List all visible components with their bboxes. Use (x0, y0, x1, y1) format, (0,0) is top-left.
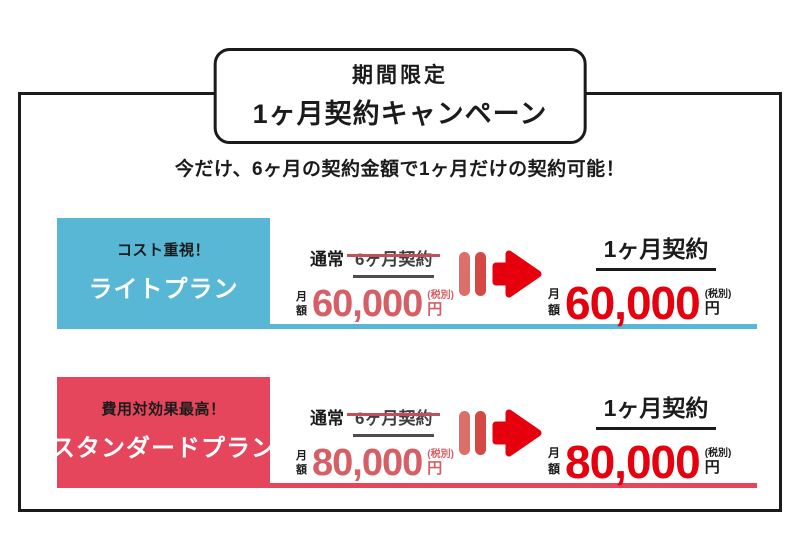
tax-unit-block: (税別) 円 (427, 449, 454, 478)
regular-label: 通常 (310, 250, 344, 269)
tax-note: (税別) (427, 289, 454, 301)
yen-unit: 円 (427, 301, 443, 319)
tax-note: (税別) (704, 288, 732, 300)
regular-offer: 通常 6ヶ月契約 月額 60,000 (税別) 円 (296, 245, 454, 323)
plan-name: ライトプラン (88, 275, 239, 303)
regular-term-strikethrough: 6ヶ月契約 (346, 404, 441, 437)
plan-tagline: 費用対効果最高！ (101, 400, 226, 418)
yen-unit: 円 (704, 300, 720, 318)
tax-unit-block: (税別) 円 (705, 448, 732, 477)
tax-note: (税別) (704, 447, 732, 459)
tax-unit-block: (税別) 円 (427, 290, 454, 319)
campaign-title-line1: 期間限定 (351, 64, 448, 87)
regular-term-line: 通常 6ヶ月契約 (296, 245, 454, 278)
yen-unit: 円 (427, 460, 443, 478)
campaign-offer: 1ヶ月契約 月額 80,000 (税別) 円 (548, 389, 764, 485)
plan-tagline: コスト重視！ (116, 241, 210, 259)
per-month-label: 月額 (548, 446, 561, 476)
regular-term-line: 通常 6ヶ月契約 (296, 404, 454, 437)
per-month-label: 月額 (548, 287, 561, 317)
campaign-title-line2: 1ヶ月契約キャンペーン (252, 99, 548, 129)
campaign-price-value: 60,000 (565, 277, 701, 329)
campaign-term: 1ヶ月契約 (595, 389, 717, 430)
plan-name-card: 費用対効果最高！ スタンダードプラン (51, 377, 275, 483)
regular-price-line: 月額 80,000 (税別) 円 (296, 444, 454, 482)
regular-offer: 通常 6ヶ月契約 月額 80,000 (税別) 円 (296, 404, 454, 482)
right-arrow-icon (459, 401, 545, 465)
campaign-term: 1ヶ月契約 (595, 230, 717, 271)
per-month-label: 月額 (296, 449, 307, 476)
campaign-subtitle: 今だけ、6ヶ月の契約金額で1ヶ月だけの契約可能！ (174, 159, 626, 180)
plan-divider-line (57, 483, 757, 488)
plan-divider-line (57, 324, 757, 329)
campaign-offer: 1ヶ月契約 月額 60,000 (税別) 円 (548, 230, 764, 326)
campaign-price-line: 月額 80,000 (税別) 円 (548, 439, 731, 485)
plan-row-light: コスト重視！ ライトプラン 通常 6ヶ月契約 月額 60,000 (税別) 円 … (0, 218, 800, 330)
campaign-price-value: 80,000 (565, 436, 701, 488)
regular-price-value: 80,000 (312, 442, 423, 484)
plan-name-card: コスト重視！ ライトプラン (57, 218, 270, 324)
plan-name: スタンダードプラン (51, 434, 276, 462)
tax-unit-block: (税別) 円 (705, 289, 732, 318)
tax-note: (税別) (427, 448, 454, 460)
campaign-title-badge: 期間限定 1ヶ月契約キャンペーン (213, 48, 587, 144)
yen-unit: 円 (704, 459, 720, 477)
plan-row-standard: 費用対効果最高！ スタンダードプラン 通常 6ヶ月契約 月額 80,000 (税… (0, 377, 800, 489)
campaign-price-line: 月額 60,000 (税別) 円 (548, 280, 731, 326)
regular-label: 通常 (310, 409, 344, 428)
right-arrow-icon (459, 242, 545, 306)
regular-price-value: 60,000 (312, 283, 423, 325)
regular-price-line: 月額 60,000 (税別) 円 (296, 285, 454, 323)
per-month-label: 月額 (296, 290, 307, 317)
regular-term-strikethrough: 6ヶ月契約 (346, 245, 441, 278)
